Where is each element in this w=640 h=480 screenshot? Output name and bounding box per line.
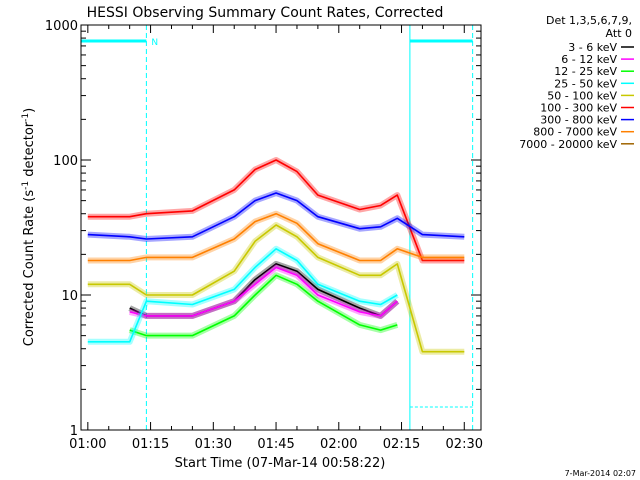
x-tick-label: 02:15	[383, 437, 420, 452]
y-axis-label-part3: )	[22, 108, 37, 113]
series-line-6	[87, 192, 465, 240]
series-line-5	[87, 159, 465, 262]
y-tick-label: 1000	[45, 19, 78, 34]
series-line-4	[87, 224, 465, 353]
footer-timestamp: 7-Mar-2014 02:07	[565, 469, 636, 478]
y-tick-label: 10	[61, 289, 78, 304]
legend-label-0: 3 - 6 keV	[568, 41, 617, 54]
y-axis-label-sup1: -1	[21, 181, 31, 190]
y-axis-label-sup2: -1	[21, 113, 31, 122]
legend-label-1: 6 - 12 keV	[561, 53, 617, 66]
x-tick-label: 01:00	[69, 437, 106, 452]
marker-label: N	[151, 38, 158, 48]
legend-label-3: 25 - 50 keV	[554, 77, 617, 90]
x-tick-label: 02:00	[320, 437, 357, 452]
x-tick-label: 01:15	[132, 437, 169, 452]
series-line-2	[129, 274, 398, 337]
y-tick-label: 100	[53, 154, 78, 169]
x-tick-label: 01:45	[257, 437, 294, 452]
legend-header-det: Det 1,3,5,6,7,9,	[546, 14, 632, 27]
series-line-7	[87, 212, 465, 262]
legend-label-8: 7000 - 20000 keV	[519, 138, 617, 151]
x-tick-label: 02:30	[446, 437, 483, 452]
y-axis-label-part2: detector	[22, 121, 37, 181]
legend-label-7: 800 - 7000 keV	[533, 126, 617, 139]
series-line-3	[87, 248, 398, 343]
chart-title: HESSI Observing Summary Count Rates, Cor…	[87, 5, 444, 21]
legend-label-6: 300 - 800 keV	[540, 114, 617, 127]
y-axis-label: Corrected Count Rate (s-1 detector-1)	[21, 108, 37, 346]
series-line-1	[129, 266, 398, 317]
x-axis-label: Start Time (07-Mar-14 00:58:22)	[175, 456, 386, 471]
y-tick-label: 1	[70, 424, 78, 439]
x-tick-label: 01:30	[195, 437, 232, 452]
legend-header: Det 1,3,5,6,7,9, Att 0	[546, 14, 632, 40]
legend-header-att: Att 0	[606, 27, 632, 40]
plot-frame	[80, 24, 482, 431]
legend-label-5: 100 - 300 keV	[540, 102, 617, 115]
legend-label-2: 12 - 25 keV	[554, 65, 617, 78]
legend-label-4: 50 - 100 keV	[547, 89, 617, 102]
y-axis-label-part1: Corrected Count Rate (s	[22, 190, 37, 347]
axes: 01:00 01:15 01:30 01:45 02:00 02:15 02:30 1 10 10…	[45, 19, 483, 452]
plot-marks: N	[81, 25, 474, 430]
